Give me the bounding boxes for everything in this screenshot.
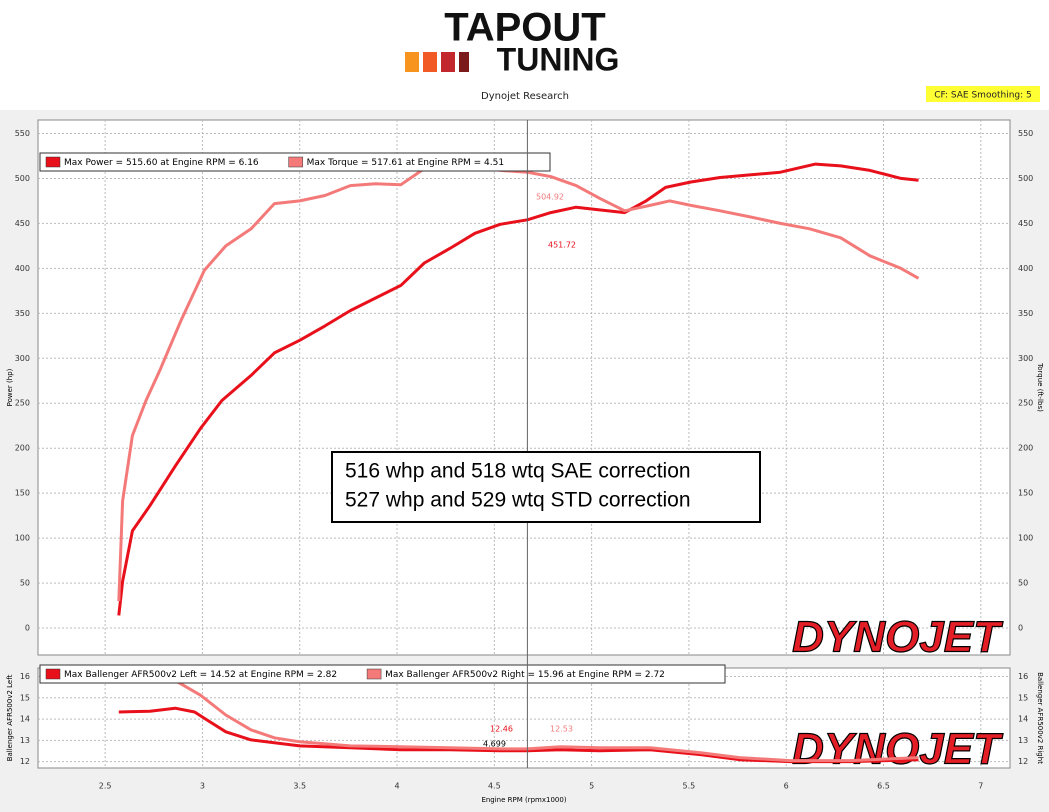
y2-tick-label: 250	[1018, 399, 1033, 408]
annotation: 451.72	[548, 241, 576, 250]
y-tick-label: 100	[15, 534, 30, 543]
y2-tick-label: 550	[1018, 129, 1033, 138]
plot-area	[37, 667, 1011, 769]
y-tick-label: 450	[15, 219, 30, 228]
x-tick-label: 2.5	[99, 782, 112, 791]
y-axis-title: Ballenger AFR500v2 Left	[6, 674, 14, 761]
y2-tick-label: 500	[1018, 174, 1033, 183]
y2-tick-label: 200	[1018, 444, 1033, 453]
note-box	[331, 451, 761, 523]
plot-area	[37, 119, 1011, 656]
legend-label: Max Torque = 517.61 at Engine RPM = 4.51	[307, 158, 504, 168]
x-tick-label: 5.5	[683, 782, 696, 791]
y-tick-label: 15	[20, 693, 30, 702]
y-tick-label: 150	[15, 489, 30, 498]
note-line: 516 whp and 518 wtq SAE correction	[345, 460, 691, 483]
y-tick-label: 550	[15, 129, 30, 138]
x-tick-label: 6.5	[877, 782, 890, 791]
y2-tick-label: 0	[1018, 624, 1023, 633]
logo-bar	[423, 52, 437, 72]
y-tick-label: 200	[15, 444, 30, 453]
logo-bar	[459, 52, 469, 72]
note-line: 527 whp and 529 wtq STD correction	[345, 489, 691, 512]
x-tick-label: 3.5	[293, 782, 306, 791]
x-tick-label: 7	[978, 782, 983, 791]
y-tick-label: 13	[20, 736, 30, 745]
y-tick-label: 500	[15, 174, 30, 183]
y-tick-label: 350	[15, 309, 30, 318]
annotation: 504.92	[536, 193, 564, 202]
legend-box	[39, 664, 726, 684]
logo-bar	[405, 52, 419, 72]
x-tick-label: 3	[200, 782, 205, 791]
annotation: 12.53	[550, 725, 573, 734]
charts: 0 0 50 50 100 100 150 150 200 200 250 250 300 300 350 3…	[6, 119, 1044, 804]
y-tick-label: 400	[15, 264, 30, 273]
y2-tick-label: 450	[1018, 219, 1033, 228]
y2-tick-label: 150	[1018, 489, 1033, 498]
x-tick-label: 4	[394, 782, 399, 791]
y-tick-label: 50	[20, 579, 30, 588]
badge: CF: SAE Smoothing: 5	[934, 91, 1032, 101]
y-tick-label: 16	[20, 672, 30, 681]
legend-swatch	[45, 668, 61, 680]
y2-tick-label: 12	[1018, 757, 1028, 766]
series-line	[145, 677, 919, 763]
y2-tick-label: 16	[1018, 672, 1028, 681]
y2-tick-label: 50	[1018, 579, 1028, 588]
legend-label: Max Ballenger AFR500v2 Left = 14.52 at E…	[64, 670, 337, 680]
x-tick-label: 5	[589, 782, 594, 791]
y2-tick-label: 13	[1018, 736, 1028, 745]
subtitle: Dynojet Research	[481, 91, 569, 102]
logo-bar	[441, 52, 455, 72]
y2-tick-label: 15	[1018, 693, 1028, 702]
y2-axis-title: Torque (ft-lbs)	[1036, 362, 1044, 412]
y-tick-label: 0	[25, 624, 30, 633]
logo-bottom: TUNING	[497, 41, 620, 77]
y2-tick-label: 100	[1018, 534, 1033, 543]
y-tick-label: 14	[20, 715, 30, 724]
annotation: 4.699	[483, 740, 506, 749]
watermark: DYNOJET	[792, 613, 1003, 662]
legend-swatch	[288, 156, 303, 168]
logo: TAPOUT TUNING	[405, 6, 620, 77]
y-tick-label: 300	[15, 354, 30, 363]
legend-swatch	[366, 668, 382, 680]
y-axis-title: Power (hp)	[6, 368, 14, 406]
legend-swatch	[45, 156, 61, 168]
x-axis-title: Engine RPM (rpmx1000)	[481, 796, 566, 804]
logo-top: TAPOUT	[444, 6, 605, 50]
y2-tick-label: 300	[1018, 354, 1033, 363]
series-line	[117, 162, 919, 616]
y2-tick-label: 400	[1018, 264, 1033, 273]
legend-label: Max Ballenger AFR500v2 Right = 15.96 at …	[385, 670, 665, 680]
watermark: DYNOJET	[792, 725, 1003, 774]
annotation: 12.46	[490, 725, 513, 734]
badge-bg	[926, 86, 1040, 102]
y-tick-label: 12	[20, 757, 30, 766]
x-tick-label: 6	[784, 782, 789, 791]
y2-axis-title: Ballenger AFR500v2 Right	[1036, 672, 1044, 764]
series-line	[118, 706, 919, 764]
y2-tick-label: 14	[1018, 715, 1028, 724]
x-tick-label: 4.5	[488, 782, 501, 791]
legend-label: Max Power = 515.60 at Engine RPM = 6.16	[64, 158, 259, 168]
y2-tick-label: 350	[1018, 309, 1033, 318]
y-tick-label: 250	[15, 399, 30, 408]
